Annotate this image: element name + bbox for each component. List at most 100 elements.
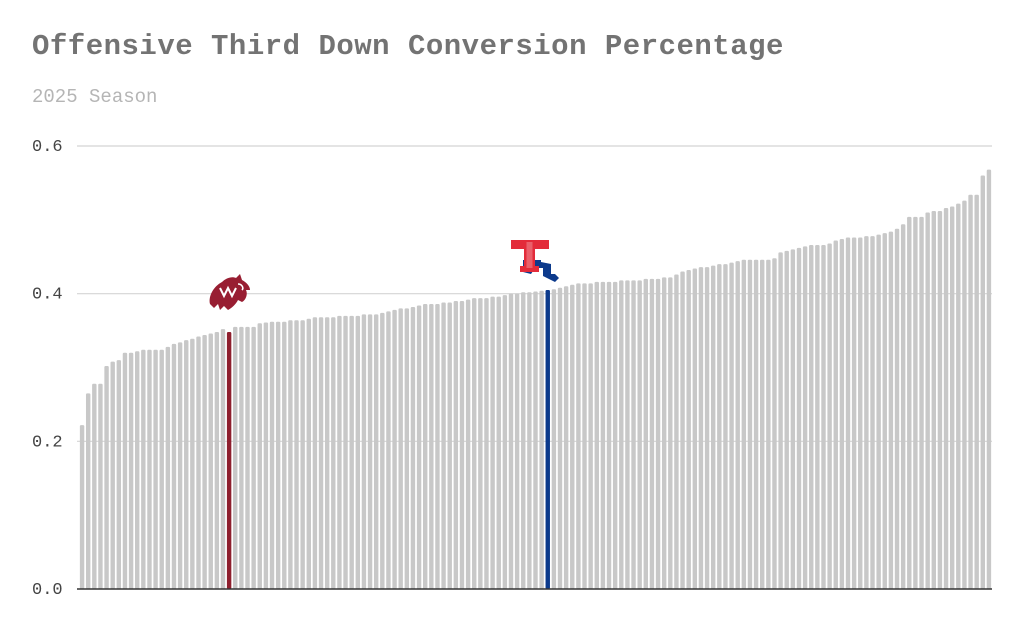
bar <box>741 259 747 589</box>
bars <box>79 169 992 590</box>
bar <box>649 278 655 589</box>
bar <box>251 326 256 589</box>
bar <box>612 281 618 589</box>
bar <box>790 249 796 589</box>
bar <box>269 321 275 589</box>
bar <box>514 293 520 589</box>
bar <box>214 332 220 589</box>
y-tick-label: 0.4 <box>32 286 63 305</box>
bar <box>355 315 361 589</box>
bar <box>753 259 759 589</box>
bar <box>619 280 624 589</box>
chart-subtitle: 2025 Season <box>32 86 158 108</box>
bar <box>723 264 728 589</box>
bar <box>92 383 97 589</box>
bar <box>588 283 593 589</box>
bar <box>465 299 471 589</box>
bar <box>563 286 569 589</box>
bar <box>441 302 446 589</box>
bar <box>508 293 514 589</box>
bar <box>318 317 324 589</box>
y-tick-label: 0.2 <box>32 433 63 452</box>
bar <box>533 291 538 589</box>
bar <box>986 169 992 589</box>
bar <box>606 281 612 589</box>
bar <box>202 335 207 589</box>
bar <box>447 302 452 589</box>
bar <box>233 326 238 589</box>
bar <box>423 304 428 589</box>
bar <box>349 315 354 589</box>
bar <box>570 284 575 589</box>
bar <box>594 281 599 589</box>
bar <box>956 203 961 589</box>
bar <box>968 194 973 590</box>
bar <box>398 308 403 589</box>
bar <box>661 277 667 589</box>
bar <box>288 320 293 589</box>
bar <box>459 301 465 589</box>
bar <box>275 321 281 589</box>
bar <box>827 243 832 589</box>
bar <box>674 274 679 589</box>
bar <box>668 277 673 589</box>
bar <box>177 342 183 589</box>
bar <box>257 323 262 589</box>
bar <box>551 289 557 589</box>
bar <box>735 261 740 589</box>
bar <box>300 320 305 589</box>
bar <box>913 216 918 589</box>
bar <box>496 296 501 589</box>
bar <box>870 236 875 589</box>
bar <box>484 298 489 589</box>
bar <box>410 306 416 589</box>
bar <box>900 224 906 589</box>
bar <box>392 309 397 589</box>
bar <box>196 336 201 589</box>
chart-title: Offensive Third Down Conversion Percenta… <box>32 30 784 63</box>
bar <box>324 317 330 589</box>
bar <box>478 298 483 589</box>
bar <box>858 237 863 590</box>
bar <box>386 311 391 589</box>
bar <box>502 295 508 589</box>
y-tick-label: 0.6 <box>32 138 63 157</box>
bar <box>729 262 734 589</box>
bar <box>416 305 422 589</box>
bar <box>282 321 287 589</box>
bar <box>888 231 894 589</box>
washington-state-cougar-logo <box>209 274 250 310</box>
bar <box>294 320 299 589</box>
bar <box>809 244 814 589</box>
bar <box>331 317 336 589</box>
bar <box>974 194 979 590</box>
bar <box>337 315 342 589</box>
highlighted-bar <box>226 332 232 589</box>
bar <box>239 326 244 589</box>
bar <box>680 271 685 589</box>
bar <box>692 268 698 589</box>
bar <box>220 329 226 589</box>
bar <box>600 281 606 589</box>
bar <box>833 240 838 589</box>
bar <box>539 290 544 589</box>
bar <box>312 317 318 589</box>
bar <box>245 326 250 589</box>
bar <box>815 244 820 589</box>
bar <box>208 333 213 589</box>
bar <box>698 267 704 589</box>
bar <box>876 234 881 589</box>
bar <box>643 278 648 589</box>
bar <box>116 360 122 589</box>
bar <box>435 304 440 589</box>
bar <box>367 314 373 589</box>
bar <box>772 258 777 589</box>
bar <box>373 314 379 589</box>
bar <box>171 343 177 589</box>
bar <box>631 280 636 589</box>
bar <box>919 216 924 589</box>
bar <box>962 200 967 589</box>
team-logos <box>209 240 559 310</box>
bar <box>128 352 134 589</box>
y-tick-label: 0.0 <box>32 581 63 600</box>
